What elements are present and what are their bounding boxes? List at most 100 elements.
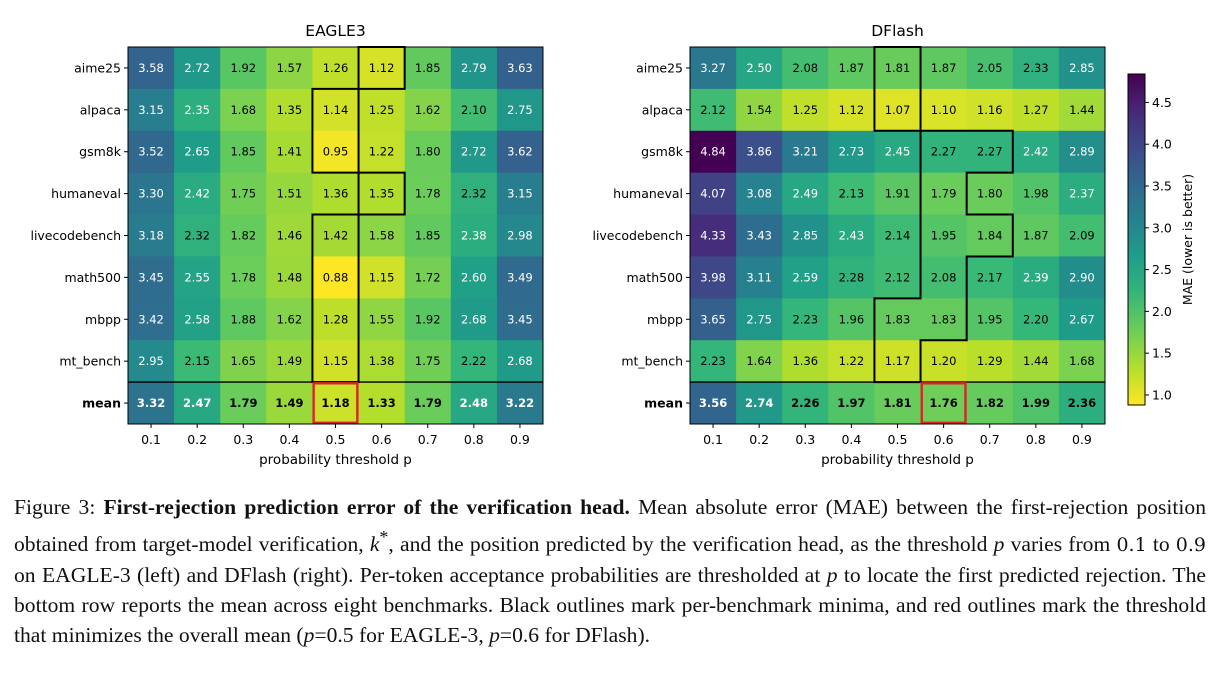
x-tick-label: 0.6	[934, 432, 954, 447]
x-tick-label: 0.4	[279, 432, 299, 447]
heatmap-cell	[736, 214, 783, 257]
x-tick-label: 0.2	[749, 432, 769, 447]
heatmap-cell	[874, 47, 922, 90]
heatmap-cell	[828, 256, 875, 299]
heatmap-cell	[220, 382, 267, 425]
heatmap-cell	[220, 214, 267, 257]
cell-value-label: 4.33	[700, 229, 726, 243]
cell-value-label: 1.10	[931, 103, 957, 117]
heatmap-cell	[220, 340, 267, 383]
cell-value-label: 1.22	[369, 145, 395, 159]
heatmap-cell	[1058, 172, 1106, 216]
cell-value-label: 1.79	[931, 187, 957, 201]
cell-value-label: 1.41	[277, 145, 303, 159]
heatmap-cell	[828, 340, 875, 383]
x-tick-label: 0.7	[418, 432, 438, 447]
heatmap-cell	[266, 256, 313, 299]
heatmap-cell	[312, 130, 360, 174]
cell-value-label: 1.96	[839, 312, 865, 326]
heatmap-cell	[404, 47, 452, 90]
cell-value-label: 1.82	[976, 396, 1004, 410]
colorbar	[1127, 73, 1146, 406]
cell-value-label: 3.11	[746, 270, 772, 284]
cell-value-label: 2.75	[507, 103, 533, 117]
heatmap-cell	[450, 130, 498, 174]
y-tick-label: gsm8k	[79, 144, 122, 159]
cell-value-label: 1.75	[230, 187, 256, 201]
heatmap-cell	[690, 382, 737, 425]
heatmap-cell	[828, 298, 875, 341]
cell-value-label: 1.75	[415, 354, 441, 368]
heatmap-cell	[128, 256, 175, 299]
y-tick-label: alpaca	[80, 102, 121, 117]
cell-value-label: 1.28	[323, 312, 349, 326]
heatmap-cell	[736, 130, 783, 174]
cell-value-label: 1.85	[230, 145, 256, 159]
cell-value-label: 2.49	[792, 187, 818, 201]
cell-value-label: 1.48	[277, 270, 303, 284]
heatmap-cell	[266, 172, 313, 216]
cell-value-label: 2.08	[931, 270, 957, 284]
cell-value-label: 2.90	[1069, 270, 1095, 284]
heatmap-cell	[358, 298, 406, 341]
heatmap-cell	[1012, 298, 1060, 341]
cell-value-label: 1.87	[931, 61, 957, 75]
heatmap-cell	[966, 172, 1014, 216]
heatmap-cell	[450, 172, 498, 216]
cell-value-label: 0.88	[323, 270, 349, 284]
cell-value-label: 2.47	[183, 396, 211, 410]
heatmap-cell	[828, 88, 875, 132]
heatmap-cell	[1012, 340, 1060, 383]
cell-value-label: 1.54	[746, 103, 772, 117]
cell-value-label: 1.81	[885, 61, 911, 75]
heatmap-cell	[966, 340, 1014, 383]
heatmap-cell	[312, 256, 360, 299]
heatmap-cell	[220, 256, 267, 299]
heatmap-cell	[312, 172, 360, 216]
heatmap-cell	[782, 47, 829, 90]
heatmap-cell	[828, 47, 875, 90]
cell-value-label: 2.27	[931, 145, 957, 159]
cell-value-label: 2.10	[461, 103, 487, 117]
heatmap-cell	[690, 130, 737, 174]
cell-value-label: 3.49	[507, 270, 533, 284]
chart-title: EAGLE3	[305, 22, 365, 40]
heatmap-cell	[404, 88, 452, 132]
heatmap-cell	[128, 47, 175, 90]
heatmap-cell	[266, 340, 313, 383]
cell-value-label: 4.84	[700, 145, 726, 159]
heatmap-cell	[1012, 88, 1060, 132]
cell-value-label: 2.68	[507, 354, 533, 368]
cell-value-label: 3.27	[700, 61, 726, 75]
cell-value-label: 3.18	[138, 229, 164, 243]
heatmap-cell	[920, 47, 968, 90]
heatmap-cell	[174, 256, 221, 299]
heatmap-cell	[220, 172, 267, 216]
cell-value-label: 1.98	[1023, 187, 1049, 201]
cell-value-label: 2.85	[1069, 61, 1095, 75]
cell-value-label: 3.63	[507, 61, 533, 75]
cell-value-label: 2.42	[184, 187, 210, 201]
cell-value-label: 2.05	[977, 61, 1003, 75]
cell-value-label: 3.65	[700, 312, 726, 326]
cell-value-label: 1.36	[792, 354, 818, 368]
cell-value-label: 2.60	[461, 270, 487, 284]
heatmap-cell	[782, 256, 829, 299]
cell-value-label: 1.76	[929, 396, 957, 410]
heatmap-cell	[920, 298, 968, 341]
cell-value-label: 1.22	[839, 354, 865, 368]
y-tick-label: mt_bench	[59, 354, 121, 369]
cell-value-label: 1.83	[931, 312, 957, 326]
cell-value-label: 1.29	[977, 354, 1003, 368]
cell-value-label: 2.50	[746, 61, 772, 75]
cell-value-label: 1.80	[415, 145, 441, 159]
x-tick-label: 0.1	[141, 432, 161, 447]
cell-value-label: 1.58	[369, 229, 395, 243]
cell-value-label: 3.62	[507, 145, 533, 159]
heatmap-cell	[128, 382, 175, 425]
heatmap-cell	[404, 340, 452, 383]
heatmap-cell	[128, 172, 175, 216]
heatmap-cell	[966, 214, 1014, 257]
y-tick-label: aime25	[636, 60, 683, 75]
cell-value-label: 3.32	[137, 396, 165, 410]
